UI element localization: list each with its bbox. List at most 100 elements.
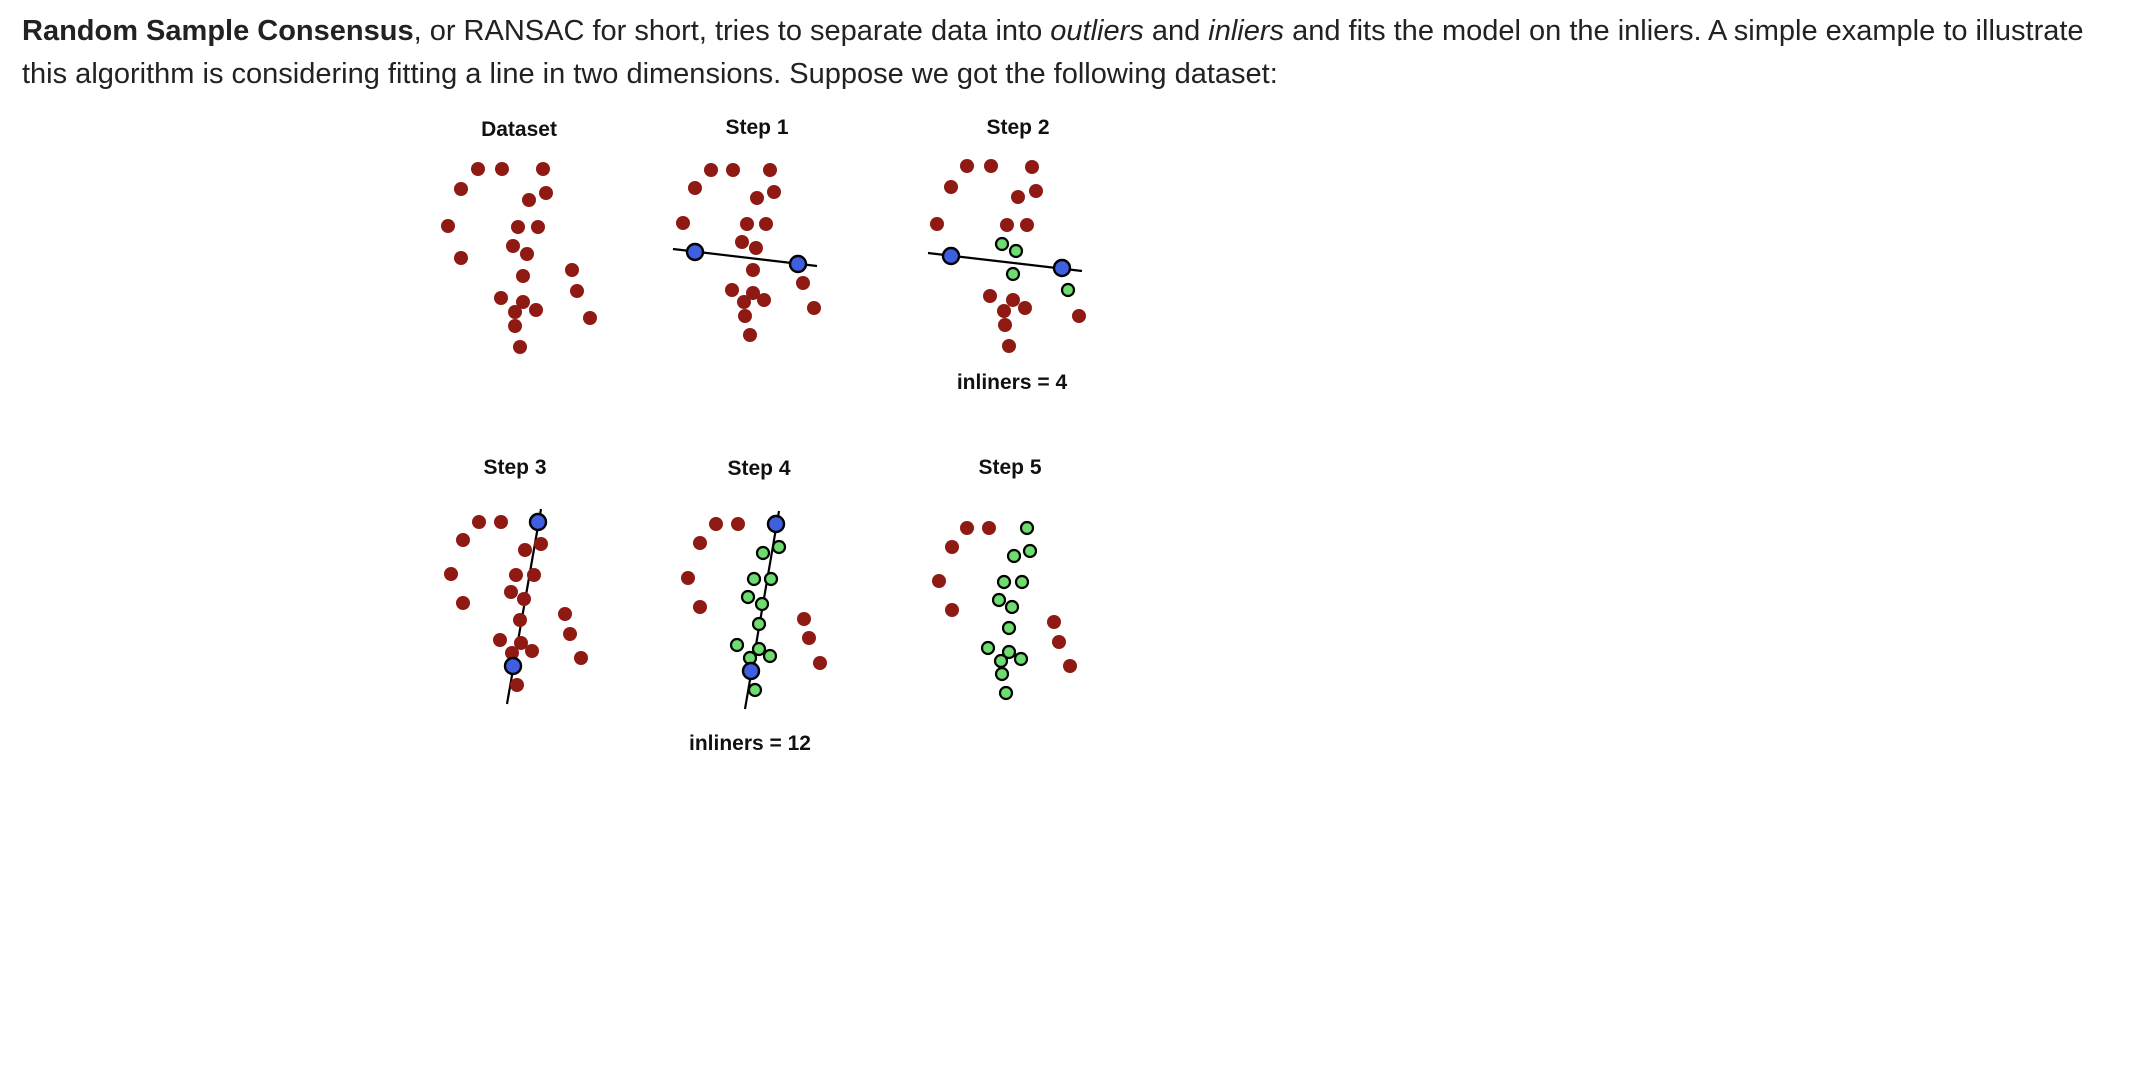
outlier-point [743,328,757,342]
sample-point [941,246,961,266]
inlier-point [1013,651,1029,667]
inlier-point [1060,282,1076,298]
outlier-point [749,241,763,255]
outlier-point [960,159,974,173]
sample-point [766,514,786,534]
outlier-point [495,162,509,176]
inlier-point [754,596,770,612]
intro-text-1: , or RANSAC for short, tries to separate… [413,15,1051,47]
outlier-point [539,186,553,200]
sample-point [503,656,523,676]
inlier-point [994,236,1010,252]
outlier-point [944,180,958,194]
panel-1 [672,163,821,342]
panel-title-step-5: Step 5 [978,456,1041,479]
outlier-point [932,574,946,588]
outlier-point [1025,160,1039,174]
outlier-point [726,163,740,177]
outlier-point [796,276,810,290]
outlier-point [945,540,959,554]
outlier-point [1020,218,1034,232]
outlier-point [735,235,749,249]
outlier-point [983,289,997,303]
outlier-point [558,607,572,621]
outlier-point [456,533,470,547]
outlier-point [493,633,507,647]
outlier-point [522,193,536,207]
outlier-point [504,585,518,599]
outlier-point [505,646,519,660]
outlier-point [531,220,545,234]
inlier-point [747,682,763,698]
outlier-point [514,636,528,650]
outlier-point [802,631,816,645]
outlier-point [740,217,754,231]
inlier-point [1001,644,1017,660]
intro-text-2: and [1143,15,1209,47]
outlier-point [1000,218,1014,232]
outlier-point [454,182,468,196]
outlier-point [508,319,522,333]
outlier-point [511,220,525,234]
outlier-point [529,303,543,317]
outlier-point [737,295,751,309]
panel-3 [444,508,588,705]
outlier-point [945,603,959,617]
outlier-point [1006,293,1020,307]
outlier-point [517,592,531,606]
sample-point [1052,258,1072,278]
sample-point [788,254,808,274]
outlier-point [509,568,523,582]
outlier-point [813,656,827,670]
outlier-point [681,571,695,585]
outlier-point [506,239,520,253]
inlier-point [993,653,1009,669]
outlier-point [456,596,470,610]
inlier-point [751,616,767,632]
inlier-point [1005,266,1021,282]
outlier-point [508,305,522,319]
sample-point [685,242,705,262]
intro-text-3: and fits the model on the inliers. A sim… [22,15,2084,90]
outlier-point [676,216,690,230]
inlier-point [740,589,756,605]
outlier-point [693,536,707,550]
outlier-point [520,247,534,261]
outlier-point [516,269,530,283]
outlier-point [797,612,811,626]
panel-0 [441,162,597,354]
outlier-point [759,217,773,231]
panel-title-step-2: Step 2 [986,116,1049,139]
intro-paragraph: Random Sample Consensus, or RANSAC for s… [22,10,2122,96]
outlier-point [441,219,455,233]
outlier-point [510,678,524,692]
outlier-point [1047,615,1061,629]
outlier-point [513,340,527,354]
inlier-point [1014,574,1030,590]
inlier-point [762,648,778,664]
outlier-point [471,162,485,176]
outlier-point [807,301,821,315]
outlier-point [527,568,541,582]
intro-outliers: outliers [1050,15,1144,47]
inlier-point [980,640,996,656]
outlier-point [494,291,508,305]
outlier-point [513,613,527,627]
outlier-point [563,627,577,641]
outlier-point [494,515,508,529]
outlier-point [709,517,723,531]
inlier-point [1022,543,1038,559]
inlier-point [996,574,1012,590]
outlier-point [982,521,996,535]
outlier-point [1011,190,1025,204]
outlier-point [746,286,760,300]
outlier-point [997,304,1011,318]
inlier-point [1004,599,1020,615]
outlier-point [574,651,588,665]
sample-point [528,512,548,532]
outlier-point [444,567,458,581]
outlier-point [704,163,718,177]
inlier-point [994,666,1010,682]
outlier-point [750,191,764,205]
